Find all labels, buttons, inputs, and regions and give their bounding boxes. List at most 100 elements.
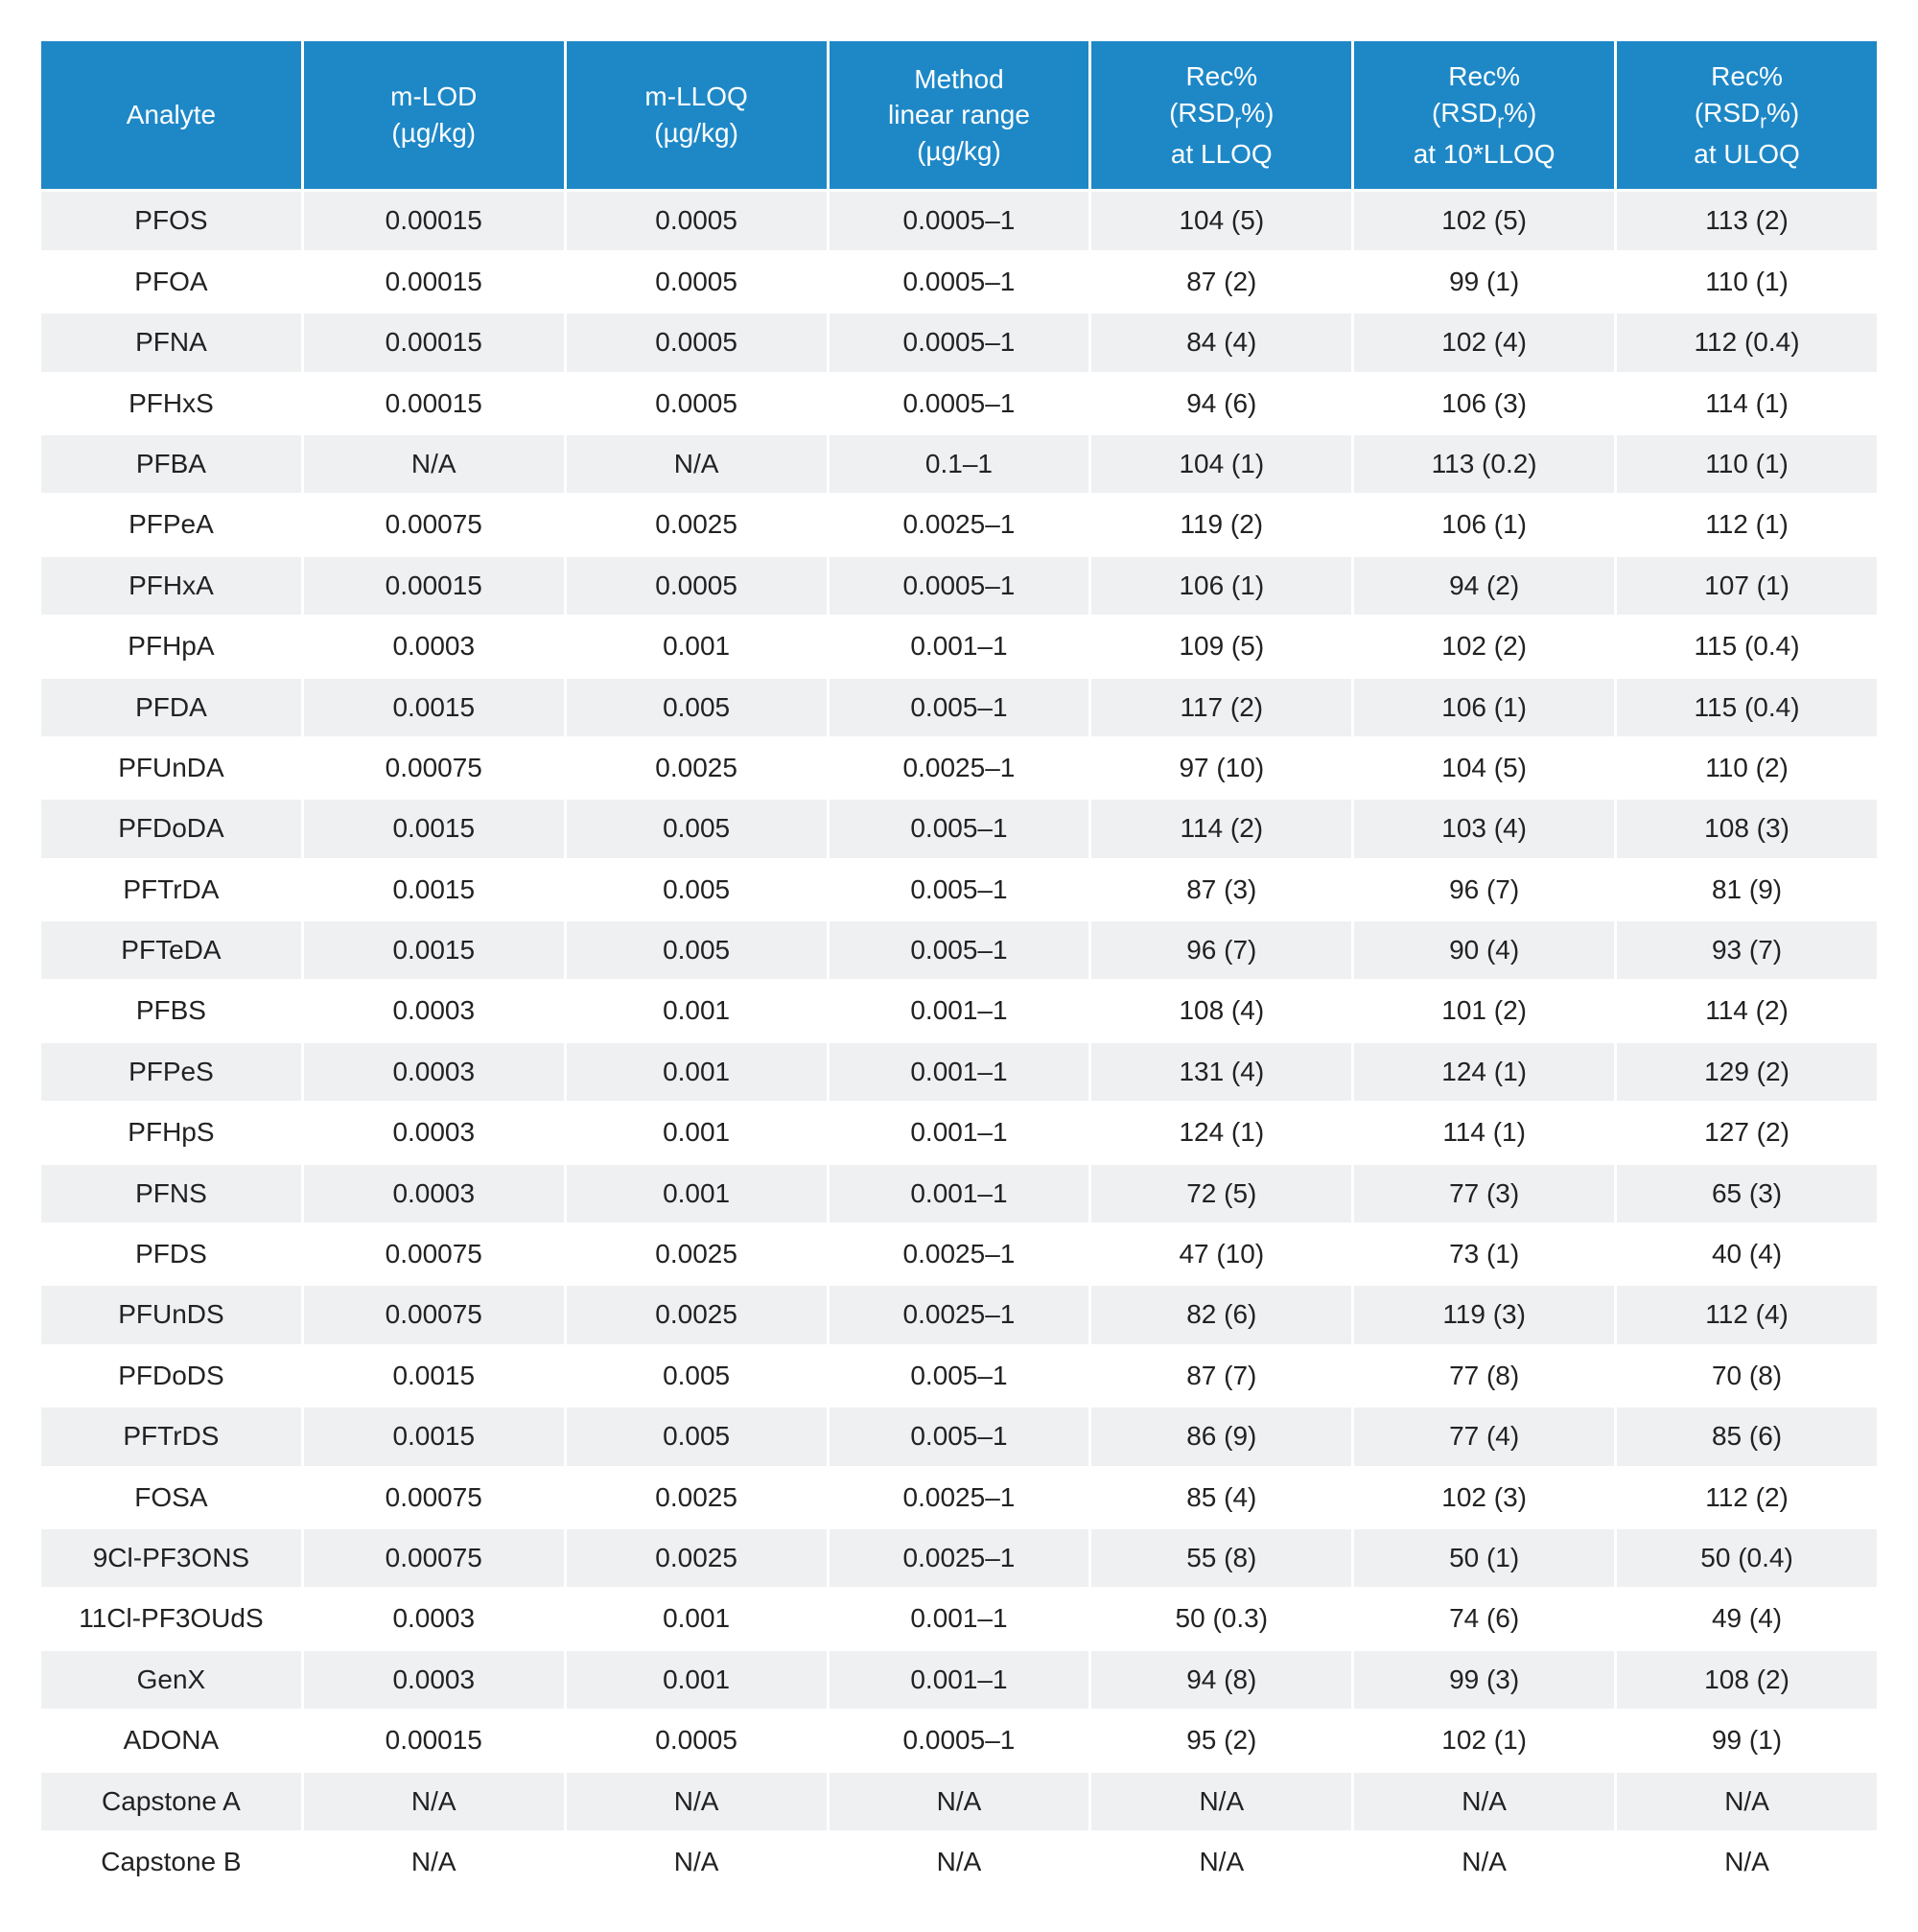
cell-rec_10: 73 (1) [1353, 1224, 1616, 1285]
table-body: PFOS0.000150.00050.0005–1104 (5)102 (5)1… [40, 191, 1879, 1893]
cell-rec_10: 104 (5) [1353, 737, 1616, 798]
cell-rec_lloq: 131 (4) [1090, 1041, 1353, 1102]
cell-rec_uloq: 85 (6) [1616, 1407, 1879, 1467]
cell-mlod: 0.00015 [302, 191, 565, 251]
cell-mlloq: 0.0005 [565, 313, 828, 373]
cell-rec_10: 102 (1) [1353, 1711, 1616, 1771]
cell-mlloq: 0.001 [565, 981, 828, 1041]
cell-mlloq: 0.0005 [565, 1711, 828, 1771]
cell-mlloq: 0.005 [565, 920, 828, 981]
cell-mlod: N/A [302, 1831, 565, 1892]
cell-rec_lloq: 95 (2) [1090, 1711, 1353, 1771]
cell-mlloq: 0.001 [565, 1041, 828, 1102]
cell-analyte: PFOA [40, 251, 303, 312]
cell-range: 0.0025–1 [828, 1467, 1090, 1527]
table-row: PFBS0.00030.0010.001–1108 (4)101 (2)114 … [40, 981, 1879, 1041]
cell-rec_lloq: 84 (4) [1090, 313, 1353, 373]
cell-mlod: 0.0003 [302, 1163, 565, 1223]
col-header-mlloq: m-LLOQ(µg/kg) [565, 40, 828, 191]
cell-range: 0.005–1 [828, 859, 1090, 919]
cell-mlod: 0.00015 [302, 373, 565, 433]
cell-rec_10: 94 (2) [1353, 555, 1616, 616]
cell-mlod: 0.0003 [302, 617, 565, 677]
cell-mlod: 0.0003 [302, 1041, 565, 1102]
table-row: PFPeS0.00030.0010.001–1131 (4)124 (1)129… [40, 1041, 1879, 1102]
cell-mlod: 0.0003 [302, 981, 565, 1041]
cell-analyte: Capstone A [40, 1771, 303, 1831]
cell-analyte: ADONA [40, 1711, 303, 1771]
cell-mlod: 0.0015 [302, 1407, 565, 1467]
cell-mlod: 0.00075 [302, 1527, 565, 1588]
cell-rec_lloq: 124 (1) [1090, 1103, 1353, 1163]
cell-analyte: PFUnDS [40, 1285, 303, 1345]
analyte-table: Analytem-LOD(µg/kg)m-LLOQ(µg/kg)Methodli… [38, 38, 1880, 1894]
cell-analyte: FOSA [40, 1467, 303, 1527]
cell-analyte: PFOS [40, 191, 303, 251]
cell-rec_uloq: 99 (1) [1616, 1711, 1879, 1771]
col-header-rec_uloq: Rec%(RSDr%)at ULOQ [1616, 40, 1879, 191]
cell-rec_lloq: 106 (1) [1090, 555, 1353, 616]
cell-mlod: 0.00015 [302, 555, 565, 616]
table-row: PFDA0.00150.0050.005–1117 (2)106 (1)115 … [40, 677, 1879, 737]
col-header-range: Methodlinear range(µg/kg) [828, 40, 1090, 191]
cell-rec_lloq: 72 (5) [1090, 1163, 1353, 1223]
cell-mlod: 0.00075 [302, 737, 565, 798]
cell-rec_uloq: 110 (1) [1616, 433, 1879, 494]
cell-mlloq: 0.001 [565, 1103, 828, 1163]
table-row: PFOS0.000150.00050.0005–1104 (5)102 (5)1… [40, 191, 1879, 251]
cell-rec_lloq: N/A [1090, 1771, 1353, 1831]
cell-mlloq: 0.0025 [565, 1285, 828, 1345]
table-row: GenX0.00030.0010.001–194 (8)99 (3)108 (2… [40, 1649, 1879, 1710]
cell-rec_lloq: N/A [1090, 1831, 1353, 1892]
cell-rec_10: 77 (8) [1353, 1345, 1616, 1406]
cell-analyte: 11Cl-PF3OUdS [40, 1589, 303, 1649]
table-row: PFBAN/AN/A0.1–1104 (1)113 (0.2)110 (1) [40, 433, 1879, 494]
cell-rec_10: 113 (0.2) [1353, 433, 1616, 494]
cell-range: 0.001–1 [828, 1041, 1090, 1102]
cell-mlod: 0.0015 [302, 920, 565, 981]
cell-mlod: 0.0003 [302, 1649, 565, 1710]
cell-mlod: 0.0003 [302, 1589, 565, 1649]
cell-rec_10: 103 (4) [1353, 799, 1616, 859]
cell-rec_uloq: 112 (2) [1616, 1467, 1879, 1527]
cell-analyte: PFDoDS [40, 1345, 303, 1406]
cell-range: 0.001–1 [828, 617, 1090, 677]
cell-rec_uloq: 127 (2) [1616, 1103, 1879, 1163]
cell-rec_10: N/A [1353, 1831, 1616, 1892]
cell-rec_10: 102 (2) [1353, 617, 1616, 677]
table-row: PFDoDA0.00150.0050.005–1114 (2)103 (4)10… [40, 799, 1879, 859]
cell-analyte: PFBS [40, 981, 303, 1041]
cell-range: 0.0005–1 [828, 313, 1090, 373]
cell-rec_lloq: 55 (8) [1090, 1527, 1353, 1588]
cell-mlloq: 0.005 [565, 1407, 828, 1467]
cell-mlloq: 0.0025 [565, 1527, 828, 1588]
cell-range: 0.001–1 [828, 1163, 1090, 1223]
cell-analyte: PFDA [40, 677, 303, 737]
cell-rec_uloq: 115 (0.4) [1616, 677, 1879, 737]
cell-rec_lloq: 87 (2) [1090, 251, 1353, 312]
cell-mlloq: 0.001 [565, 1649, 828, 1710]
table-row: Capstone BN/AN/AN/AN/AN/AN/A [40, 1831, 1879, 1892]
cell-range: 0.0005–1 [828, 1711, 1090, 1771]
cell-mlloq: 0.0005 [565, 251, 828, 312]
cell-mlloq: 0.005 [565, 799, 828, 859]
cell-rec_lloq: 114 (2) [1090, 799, 1353, 859]
table-row: ADONA0.000150.00050.0005–195 (2)102 (1)9… [40, 1711, 1879, 1771]
table-row: Capstone AN/AN/AN/AN/AN/AN/A [40, 1771, 1879, 1831]
table-row: PFHpS0.00030.0010.001–1124 (1)114 (1)127… [40, 1103, 1879, 1163]
cell-mlloq: 0.0025 [565, 1224, 828, 1285]
cell-rec_lloq: 94 (8) [1090, 1649, 1353, 1710]
cell-rec_uloq: 114 (1) [1616, 373, 1879, 433]
cell-analyte: GenX [40, 1649, 303, 1710]
cell-rec_uloq: 114 (2) [1616, 981, 1879, 1041]
cell-rec_lloq: 47 (10) [1090, 1224, 1353, 1285]
table-row: 9Cl-PF3ONS0.000750.00250.0025–155 (8)50 … [40, 1527, 1879, 1588]
cell-range: 0.0005–1 [828, 251, 1090, 312]
cell-mlod: N/A [302, 1771, 565, 1831]
cell-rec_uloq: 129 (2) [1616, 1041, 1879, 1102]
cell-rec_lloq: 117 (2) [1090, 677, 1353, 737]
table-row: 11Cl-PF3OUdS0.00030.0010.001–150 (0.3)74… [40, 1589, 1879, 1649]
cell-rec_10: 106 (1) [1353, 677, 1616, 737]
cell-rec_uloq: 93 (7) [1616, 920, 1879, 981]
table-row: PFNA0.000150.00050.0005–184 (4)102 (4)11… [40, 313, 1879, 373]
